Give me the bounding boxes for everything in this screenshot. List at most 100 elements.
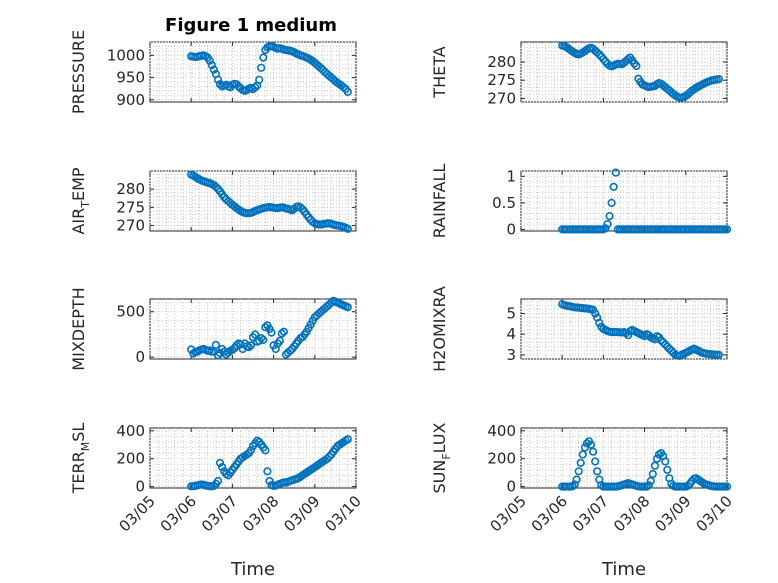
- y-tick-label: 280: [487, 53, 516, 71]
- data-point: [343, 435, 352, 444]
- y-axis-label: TERRMSL: [69, 423, 92, 495]
- y-tick-label: 1: [506, 167, 516, 185]
- data-point: [257, 63, 266, 72]
- data-point: [591, 309, 600, 318]
- y-tick-label: 950: [116, 69, 145, 87]
- data-series: [558, 300, 723, 361]
- data-point: [568, 482, 577, 491]
- x-tick-label: 03/09: [280, 492, 323, 535]
- y-tick-label: 275: [487, 71, 516, 89]
- y-axis-label: RAINFALL: [430, 164, 449, 239]
- data-point: [607, 198, 616, 207]
- data-point: [232, 341, 241, 350]
- data-point: [209, 481, 218, 491]
- data-point: [658, 338, 668, 347]
- data-point: [621, 329, 631, 338]
- y-axis-label: AIRTEMP: [69, 167, 92, 234]
- data-series: [187, 41, 352, 96]
- y-tick-label: 900: [116, 91, 145, 109]
- x-tick-label: 03/06: [157, 492, 200, 535]
- y-tick-label: 275: [116, 198, 145, 216]
- data-point: [211, 340, 220, 350]
- y-tick-label: 200: [487, 450, 516, 468]
- y-axis-label: H2OMIXRA: [430, 286, 449, 372]
- data-point: [663, 342, 672, 351]
- x-tick-label: 03/06: [528, 492, 571, 535]
- data-point: [228, 345, 237, 355]
- data-point: [209, 65, 218, 74]
- data-point: [213, 75, 223, 84]
- data-point: [574, 467, 583, 476]
- data-point: [296, 203, 305, 212]
- data-point: [591, 457, 600, 466]
- x-tick-label: 03/10: [693, 492, 736, 535]
- data-point: [259, 335, 268, 345]
- x-tick-label: 03/05: [487, 492, 530, 535]
- data-point: [586, 440, 596, 449]
- data-point: [582, 439, 592, 448]
- x-axis-label: Time: [601, 559, 646, 580]
- axes-box: [520, 427, 728, 489]
- data-point: [595, 318, 604, 327]
- subplot-mixdepth: 0 500 MIXDEPTH: [69, 287, 357, 371]
- data-point: [665, 344, 674, 353]
- data-point: [279, 327, 289, 336]
- data-point: [255, 75, 264, 84]
- data-point: [632, 61, 641, 71]
- data-point: [646, 476, 655, 486]
- data-point: [683, 481, 693, 491]
- y-tick-label: 0.5: [492, 194, 516, 212]
- y-tick-label: 200: [116, 450, 145, 468]
- data-point: [263, 467, 272, 476]
- data-point: [572, 475, 581, 484]
- data-point: [611, 168, 620, 177]
- data-point: [648, 469, 657, 479]
- subplot-pressure: 900 950 1000 PRESSURE: [69, 30, 357, 114]
- data-point: [251, 83, 260, 92]
- data-point: [595, 50, 604, 59]
- x-tick-label: 03/08: [610, 492, 653, 535]
- data-point: [656, 336, 666, 345]
- y-tick-label: 280: [116, 180, 145, 198]
- gridlines: [520, 170, 728, 231]
- data-point: [261, 446, 270, 455]
- data-series: [187, 170, 352, 233]
- data-point: [578, 450, 587, 459]
- y-tick-label: 0: [135, 348, 145, 366]
- data-point: [218, 463, 227, 472]
- data-point: [246, 341, 255, 350]
- x-axis-label: Time: [230, 559, 275, 580]
- y-axis-label: MIXDEPTH: [69, 287, 88, 370]
- data-point: [325, 452, 334, 461]
- data-point: [213, 476, 223, 486]
- data-point: [588, 447, 598, 456]
- subplot-h2omixra: 3 4 5 H2OMIXRA: [430, 286, 728, 372]
- data-point: [663, 465, 672, 475]
- data-point: [343, 224, 352, 233]
- data-point: [207, 60, 216, 70]
- y-tick-label: 0: [506, 478, 516, 496]
- data-point: [259, 53, 268, 62]
- data-point: [623, 331, 633, 340]
- y-tick-label: 270: [116, 217, 145, 235]
- x-tick-label: 03/07: [198, 492, 241, 535]
- data-point: [601, 224, 610, 233]
- data-point: [343, 303, 352, 312]
- data-point: [609, 182, 618, 191]
- data-point: [251, 330, 260, 339]
- data-point: [275, 336, 284, 345]
- data-point: [661, 457, 670, 466]
- y-axis-label: PRESSURE: [69, 30, 88, 114]
- x-tick-label: 03/05: [116, 492, 159, 535]
- data-point: [257, 334, 266, 343]
- data-point: [205, 56, 214, 65]
- data-point: [722, 482, 732, 491]
- data-point: [211, 182, 220, 192]
- gridlines: [149, 41, 357, 102]
- y-tick-label: 270: [487, 89, 516, 107]
